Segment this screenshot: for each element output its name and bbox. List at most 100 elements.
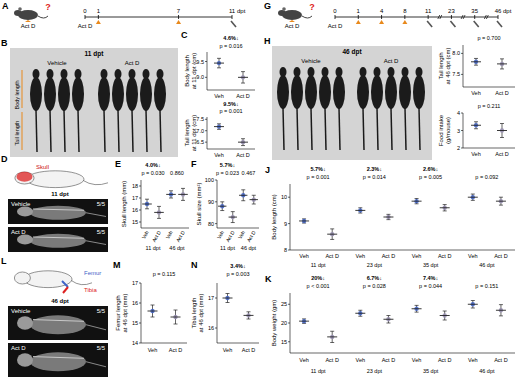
error-cap <box>220 201 224 202</box>
plot-area <box>471 122 507 138</box>
error-cap <box>145 199 149 200</box>
panel-letter: C <box>181 30 188 40</box>
error-cap <box>220 210 224 211</box>
y-tick-label: 2 <box>457 145 460 151</box>
y-tick <box>288 223 290 224</box>
error-cap <box>499 205 503 206</box>
x-tick-label: Act D <box>245 229 257 243</box>
y-axis <box>217 283 218 343</box>
error-cap <box>386 315 390 316</box>
y-axis-label: Tibia length <box>191 298 197 329</box>
error-cap <box>151 305 155 306</box>
y-axis-label: at 11 dpt (cm) <box>191 115 197 152</box>
error-cap <box>241 145 245 146</box>
time-label: 46 dpt <box>51 298 69 304</box>
mouse-tail <box>363 108 364 150</box>
mouse-head <box>14 272 30 284</box>
x-axis <box>290 353 515 354</box>
xray-tail <box>86 213 106 217</box>
mouse <box>58 69 70 152</box>
sample-icon <box>474 21 479 27</box>
count-label: 5/5 <box>97 229 106 235</box>
mouse <box>44 69 56 152</box>
change-label: 7.4%↓ <box>423 275 439 281</box>
y-tick-label: 10 <box>281 194 287 200</box>
y-tick-label: 25 <box>281 301 287 307</box>
y-tick <box>288 197 290 198</box>
change-label: 5.7%↓ <box>220 162 236 168</box>
x-tick-label: Act D <box>175 229 187 243</box>
timeline <box>335 17 498 18</box>
y-axis-label: Body length (cm) <box>271 194 277 239</box>
panel-letter: B <box>1 38 8 48</box>
error-cap <box>386 219 390 220</box>
mouse-body <box>98 77 110 111</box>
y-tick <box>139 222 141 223</box>
timeline-tick <box>178 15 179 19</box>
mouse-body <box>277 75 289 109</box>
timeline-tick <box>335 15 336 19</box>
group-label: 46 dpt <box>479 368 495 374</box>
x-axis <box>217 228 259 229</box>
group-label: 11 dpt <box>311 262 326 268</box>
error-cap <box>217 67 221 68</box>
y-axis-label: Food intake <box>438 114 444 146</box>
x-tick-label: Veh <box>164 229 174 240</box>
p-value: p = 0.023 <box>216 170 239 176</box>
question-mark: ? <box>45 2 51 12</box>
error-cap <box>500 137 504 138</box>
mouse <box>30 69 42 152</box>
x-tick-label: Veh <box>468 357 477 363</box>
change-label: 6.7%↓ <box>367 275 383 281</box>
mouse <box>277 67 289 150</box>
mouse-tail <box>132 110 133 152</box>
mouse-body <box>413 75 425 109</box>
panel-letter: A <box>2 1 9 11</box>
mouse <box>154 69 166 152</box>
panel-letter: D <box>1 154 8 164</box>
axis-break <box>461 15 465 19</box>
mean-line <box>218 206 226 207</box>
bracket <box>22 70 23 108</box>
mean-line <box>171 317 181 318</box>
mean-line <box>496 201 506 202</box>
error-cap <box>330 342 334 343</box>
mean-line <box>468 197 478 198</box>
y-tick-label: 6.5 <box>196 139 204 145</box>
error-cap <box>157 218 161 219</box>
error-cap <box>174 324 178 325</box>
error-cap <box>145 208 149 209</box>
mouse-tail <box>36 110 37 152</box>
group-label: 35 dpt <box>423 368 439 374</box>
plot-area <box>142 188 188 218</box>
xray-skull <box>17 235 33 245</box>
mean-line <box>142 204 152 205</box>
mouse-body <box>399 75 411 109</box>
panel-letter: M <box>113 260 121 270</box>
mouse <box>291 67 303 150</box>
change-label: 9.5%↓ <box>223 101 239 107</box>
group-label: Vehicle <box>11 201 31 207</box>
mean-line <box>383 217 393 218</box>
count-label: 5/5 <box>97 345 106 351</box>
x-tick-label: Veh <box>471 151 480 157</box>
y-tick <box>139 303 141 304</box>
x-tick-label: Act D <box>494 253 507 259</box>
mouse-head <box>15 172 34 184</box>
mouse-head <box>278 10 286 16</box>
bracket <box>22 112 23 150</box>
p-value: p = 0.151 <box>475 283 498 289</box>
y-tick <box>139 283 141 284</box>
axis-break <box>484 15 488 19</box>
y-tick <box>461 113 463 114</box>
group-label: Act D <box>11 345 26 351</box>
y-tick <box>461 130 463 131</box>
y-tick-label: 17 <box>132 195 138 201</box>
xray-tail <box>86 325 106 330</box>
y-tick <box>205 142 207 143</box>
mouse-tail <box>50 110 51 152</box>
error-cap <box>443 320 447 321</box>
p-value: 0.467 <box>242 170 256 176</box>
y-axis <box>141 283 142 343</box>
y-tick-label: 7.5 <box>196 116 204 122</box>
